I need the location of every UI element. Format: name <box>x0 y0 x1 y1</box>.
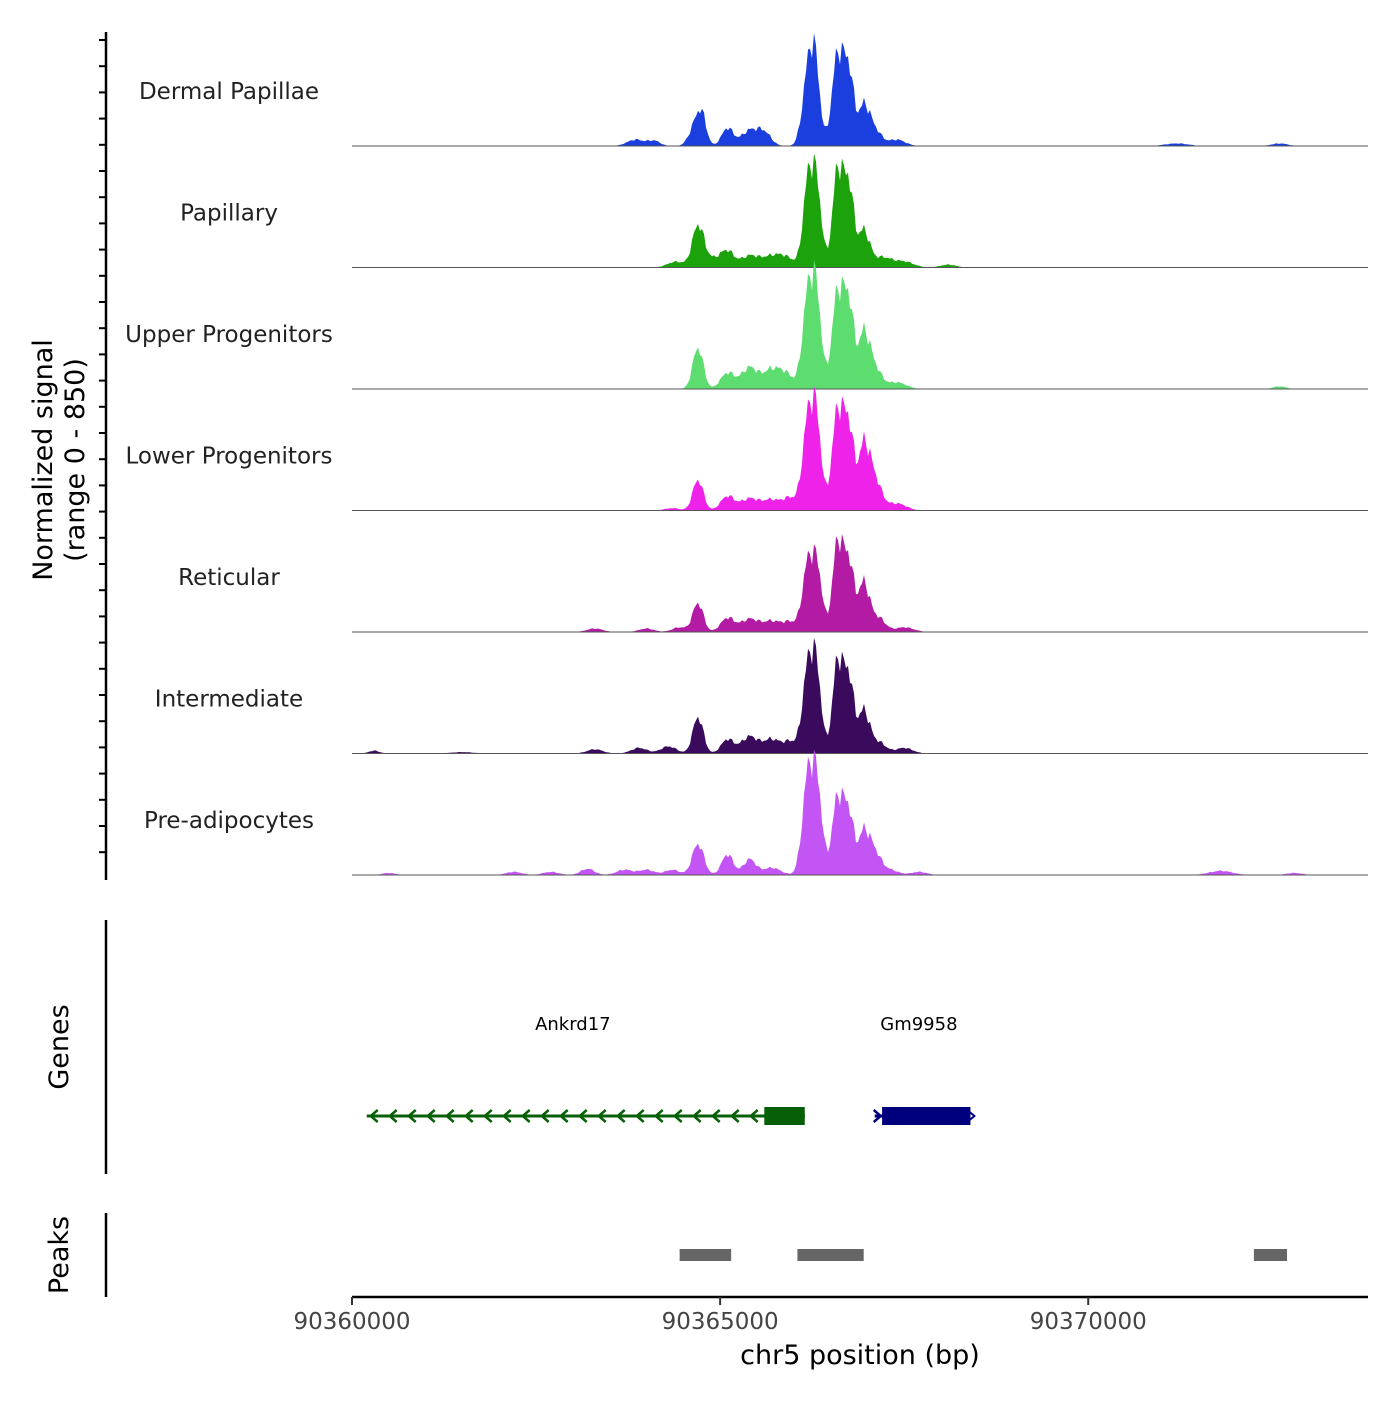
strand-arrow <box>967 1110 976 1122</box>
strand-arrow <box>539 1109 550 1123</box>
strand-arrow <box>653 1109 664 1123</box>
coverage-area-pre-adipocytes <box>352 749 1368 875</box>
strand-arrow <box>872 1109 883 1123</box>
peak-regions <box>679 1249 1288 1261</box>
y-axis-label: Normalized signal <box>28 339 59 581</box>
gene-label-ankrd17: Ankrd17 <box>535 1014 611 1035</box>
strand-arrow <box>444 1109 455 1123</box>
gene-exon-gm9958 <box>882 1107 971 1125</box>
coverage-area-dermal-papillae <box>352 32 1368 147</box>
strand-arrow <box>729 1109 740 1123</box>
peaks-panel-label: Peaks <box>44 1216 75 1294</box>
gene-label-gm9958: Gm9958 <box>880 1014 957 1035</box>
peak-region-3 <box>1253 1249 1288 1261</box>
strand-arrow <box>672 1109 683 1123</box>
track-label-lower-progenitors: Lower Progenitors <box>126 444 333 470</box>
coverage-tracks: Dermal Papillae Papillary Upper Progenitor… <box>125 32 1368 876</box>
coverage-area-upper-progenitors <box>352 259 1368 389</box>
strand-arrow <box>501 1109 512 1123</box>
x-tick-label: 90370000 <box>1030 1309 1147 1335</box>
coverage-area-intermediate <box>352 637 1368 754</box>
strand-arrow <box>425 1109 436 1123</box>
gene-annotations: Ankrd17 Gm9958 <box>366 1014 976 1125</box>
track-label-pre-adipocytes: Pre-adipocytes <box>144 808 314 834</box>
strand-arrow <box>577 1109 588 1123</box>
y-axis-ticks <box>99 32 108 880</box>
strand-arrow <box>615 1109 626 1123</box>
track-label-reticular: Reticular <box>178 565 280 591</box>
y-axis-range-label: (range 0 - 850) <box>60 358 91 562</box>
peak-region-1 <box>679 1249 732 1261</box>
strand-arrow <box>482 1109 493 1123</box>
x-axis-label: chr5 position (bp) <box>740 1340 980 1371</box>
genes-panel-label: Genes <box>44 1004 75 1089</box>
strand-arrow <box>406 1109 417 1123</box>
coverage-area-papillary <box>352 153 1368 268</box>
strand-arrow <box>748 1109 759 1123</box>
strand-arrow <box>710 1109 721 1123</box>
track-label-upper-progenitors: Upper Progenitors <box>125 322 333 348</box>
strand-arrow <box>387 1109 398 1123</box>
strand-arrow <box>634 1109 645 1123</box>
strand-arrow <box>691 1109 702 1123</box>
strand-arrow <box>558 1109 569 1123</box>
track-label-papillary: Papillary <box>180 201 278 227</box>
track-label-intermediate: Intermediate <box>155 687 303 713</box>
strand-arrow <box>368 1109 379 1123</box>
coverage-area-lower-progenitors <box>352 385 1368 511</box>
track-label-dermal-papillae: Dermal Papillae <box>139 79 319 105</box>
strand-arrow <box>520 1109 531 1123</box>
x-tick-label: 90365000 <box>662 1309 779 1335</box>
gene-exon-ankrd17 <box>764 1107 805 1125</box>
strand-arrow <box>463 1109 474 1123</box>
coverage-area-reticular <box>352 533 1368 632</box>
x-axis-ticks: 90360000 90365000 90370000 <box>293 1297 1147 1335</box>
peak-region-2 <box>797 1249 864 1261</box>
strand-arrow <box>596 1109 607 1123</box>
x-tick-label: 90360000 <box>293 1309 410 1335</box>
